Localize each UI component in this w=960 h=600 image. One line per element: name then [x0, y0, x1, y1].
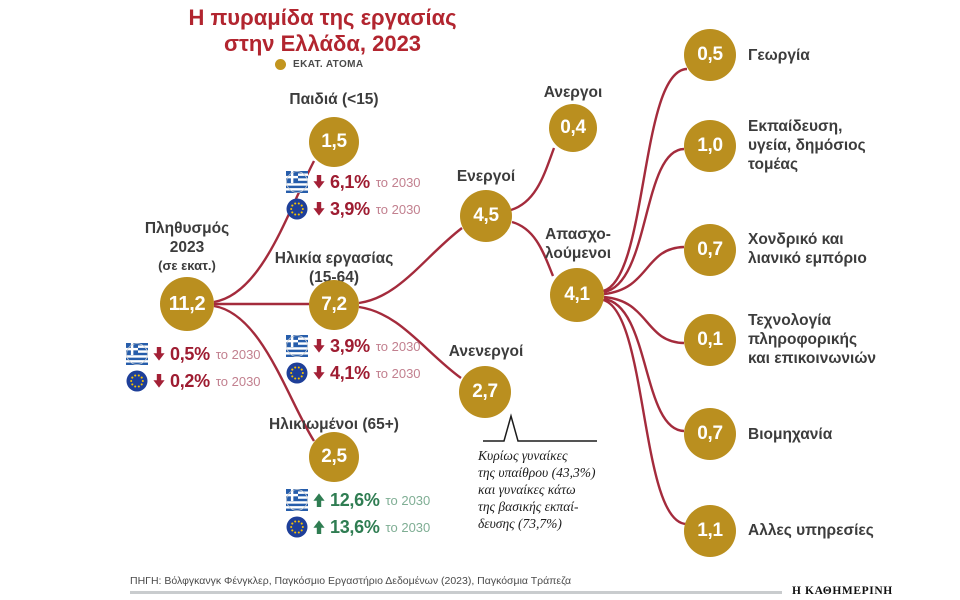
title-line-1: Η πυραμίδα της εργασίας [188, 5, 457, 30]
node-active: 4,5 [460, 190, 512, 242]
connector-active-unemployed [510, 147, 556, 212]
connector-employed-sector-0 [602, 67, 688, 293]
legend-label: ΕΚΑΤ. ΑΤΟΜΑ [293, 59, 364, 70]
inactive-label: Ανενεργοί [448, 343, 524, 360]
arrow-up-icon [313, 520, 325, 534]
children-trend-greece: 6,1% το 2030 [286, 170, 421, 194]
unemployed-label: Ανεργοι [543, 84, 603, 101]
node-sector-agriculture: 0,5 [684, 29, 736, 81]
sector-label-industry: Βιομηχανία [748, 426, 833, 443]
greece-flag-icon [286, 335, 308, 357]
eu-flag-icon [286, 516, 308, 538]
population-trend-greece: 0,5% το 2030 [126, 342, 261, 366]
sector-label-trade: Χονδρικό και λιανικό εμπόριο [748, 231, 867, 267]
working-age-trend-greece: 3,9% το 2030 [286, 334, 421, 358]
eu-flag-icon [286, 362, 308, 384]
population-label: Πληθυσμός 2023 (σε εκατ.) [144, 220, 230, 273]
legend: ΕΚΑΤ. ΑΤΟΜΑ [275, 59, 364, 70]
elderly-trend-eu: 13,6% το 2030 [286, 515, 430, 539]
inactive-annotation: Κυρίως γυναίκες της υπαίθρου (43,3%) και… [478, 448, 596, 531]
elderly-label: Ηλικιωμένοι (65+) [269, 416, 399, 433]
arrow-up-icon [313, 493, 325, 507]
publisher-logo: Η ΚΑΘΗΜΕΡΙΝΗ [792, 585, 893, 597]
arrow-down-icon [153, 374, 165, 388]
annotation-callout-line [483, 413, 597, 442]
connector-employed-sector-4 [603, 297, 685, 433]
sector-label-ict: Τεχνολογία πληροφορικής και επικοινωνιών [748, 312, 877, 367]
page-title: Η πυραμίδα της εργασίας στην Ελλάδα, 202… [130, 5, 515, 57]
elderly-trend-greece: 12,6% το 2030 [286, 488, 430, 512]
node-elderly: 2,5 [309, 432, 359, 482]
connector-employed-sector-5 [602, 298, 688, 526]
connector-working-active [358, 227, 463, 305]
children-label: Παιδιά (<15) [289, 91, 379, 108]
connector-employed-sector-3 [603, 295, 685, 345]
connector-employed-sector-1 [603, 147, 685, 294]
footer-rule [130, 591, 782, 594]
children-trend-eu: 3,9% το 2030 [286, 197, 421, 221]
working-age-label: Ηλικία εργασίας (15-64) [274, 250, 394, 286]
working-age-trend-eu: 4,1% το 2030 [286, 361, 421, 385]
connector-employed-sector-2 [603, 245, 685, 296]
legend-dot-icon [275, 59, 286, 70]
connector-working-inactive [358, 305, 462, 379]
sector-label-other-services: Αλλες υπηρεσίες [748, 522, 874, 539]
node-sector-ict: 0,1 [684, 314, 736, 366]
connector-active-employed [511, 220, 555, 277]
eu-flag-icon [126, 370, 148, 392]
sector-label-education-health-public: Εκπαίδευση, υγεία, δημόσιος τομέας [748, 118, 866, 173]
greece-flag-icon [286, 171, 308, 193]
greece-flag-icon [126, 343, 148, 365]
source-text: ΠΗΓΗ: Βόλφγκανγκ Φένγκλερ, Παγκόσμιο Εργ… [130, 575, 572, 587]
arrow-down-icon [313, 202, 325, 216]
active-label: Ενεργοί [456, 168, 516, 185]
node-working-age: 7,2 [309, 280, 359, 330]
arrow-down-icon [153, 347, 165, 361]
node-sector-other-services: 1,1 [684, 505, 736, 557]
node-sector-industry: 0,7 [684, 408, 736, 460]
node-sector-education-health-public: 1,0 [684, 120, 736, 172]
title-line-2: στην Ελλάδα, 2023 [223, 30, 422, 56]
arrow-down-icon [313, 366, 325, 380]
greece-flag-icon [286, 489, 308, 511]
population-trend-eu: 0,2% το 2030 [126, 369, 261, 393]
node-sector-trade: 0,7 [684, 224, 736, 276]
node-unemployed: 0,4 [549, 104, 597, 152]
node-children: 1,5 [309, 117, 359, 167]
arrow-down-icon [313, 175, 325, 189]
sector-label-agriculture: Γεωργία [748, 47, 810, 64]
eu-flag-icon [286, 198, 308, 220]
employed-label: Απασχο- λούμενοι [544, 226, 612, 262]
node-inactive: 2,7 [459, 366, 511, 418]
node-population: 11,2 [160, 277, 214, 331]
connector-population-elderly [213, 304, 316, 442]
node-employed: 4,1 [550, 268, 604, 322]
arrow-down-icon [313, 339, 325, 353]
